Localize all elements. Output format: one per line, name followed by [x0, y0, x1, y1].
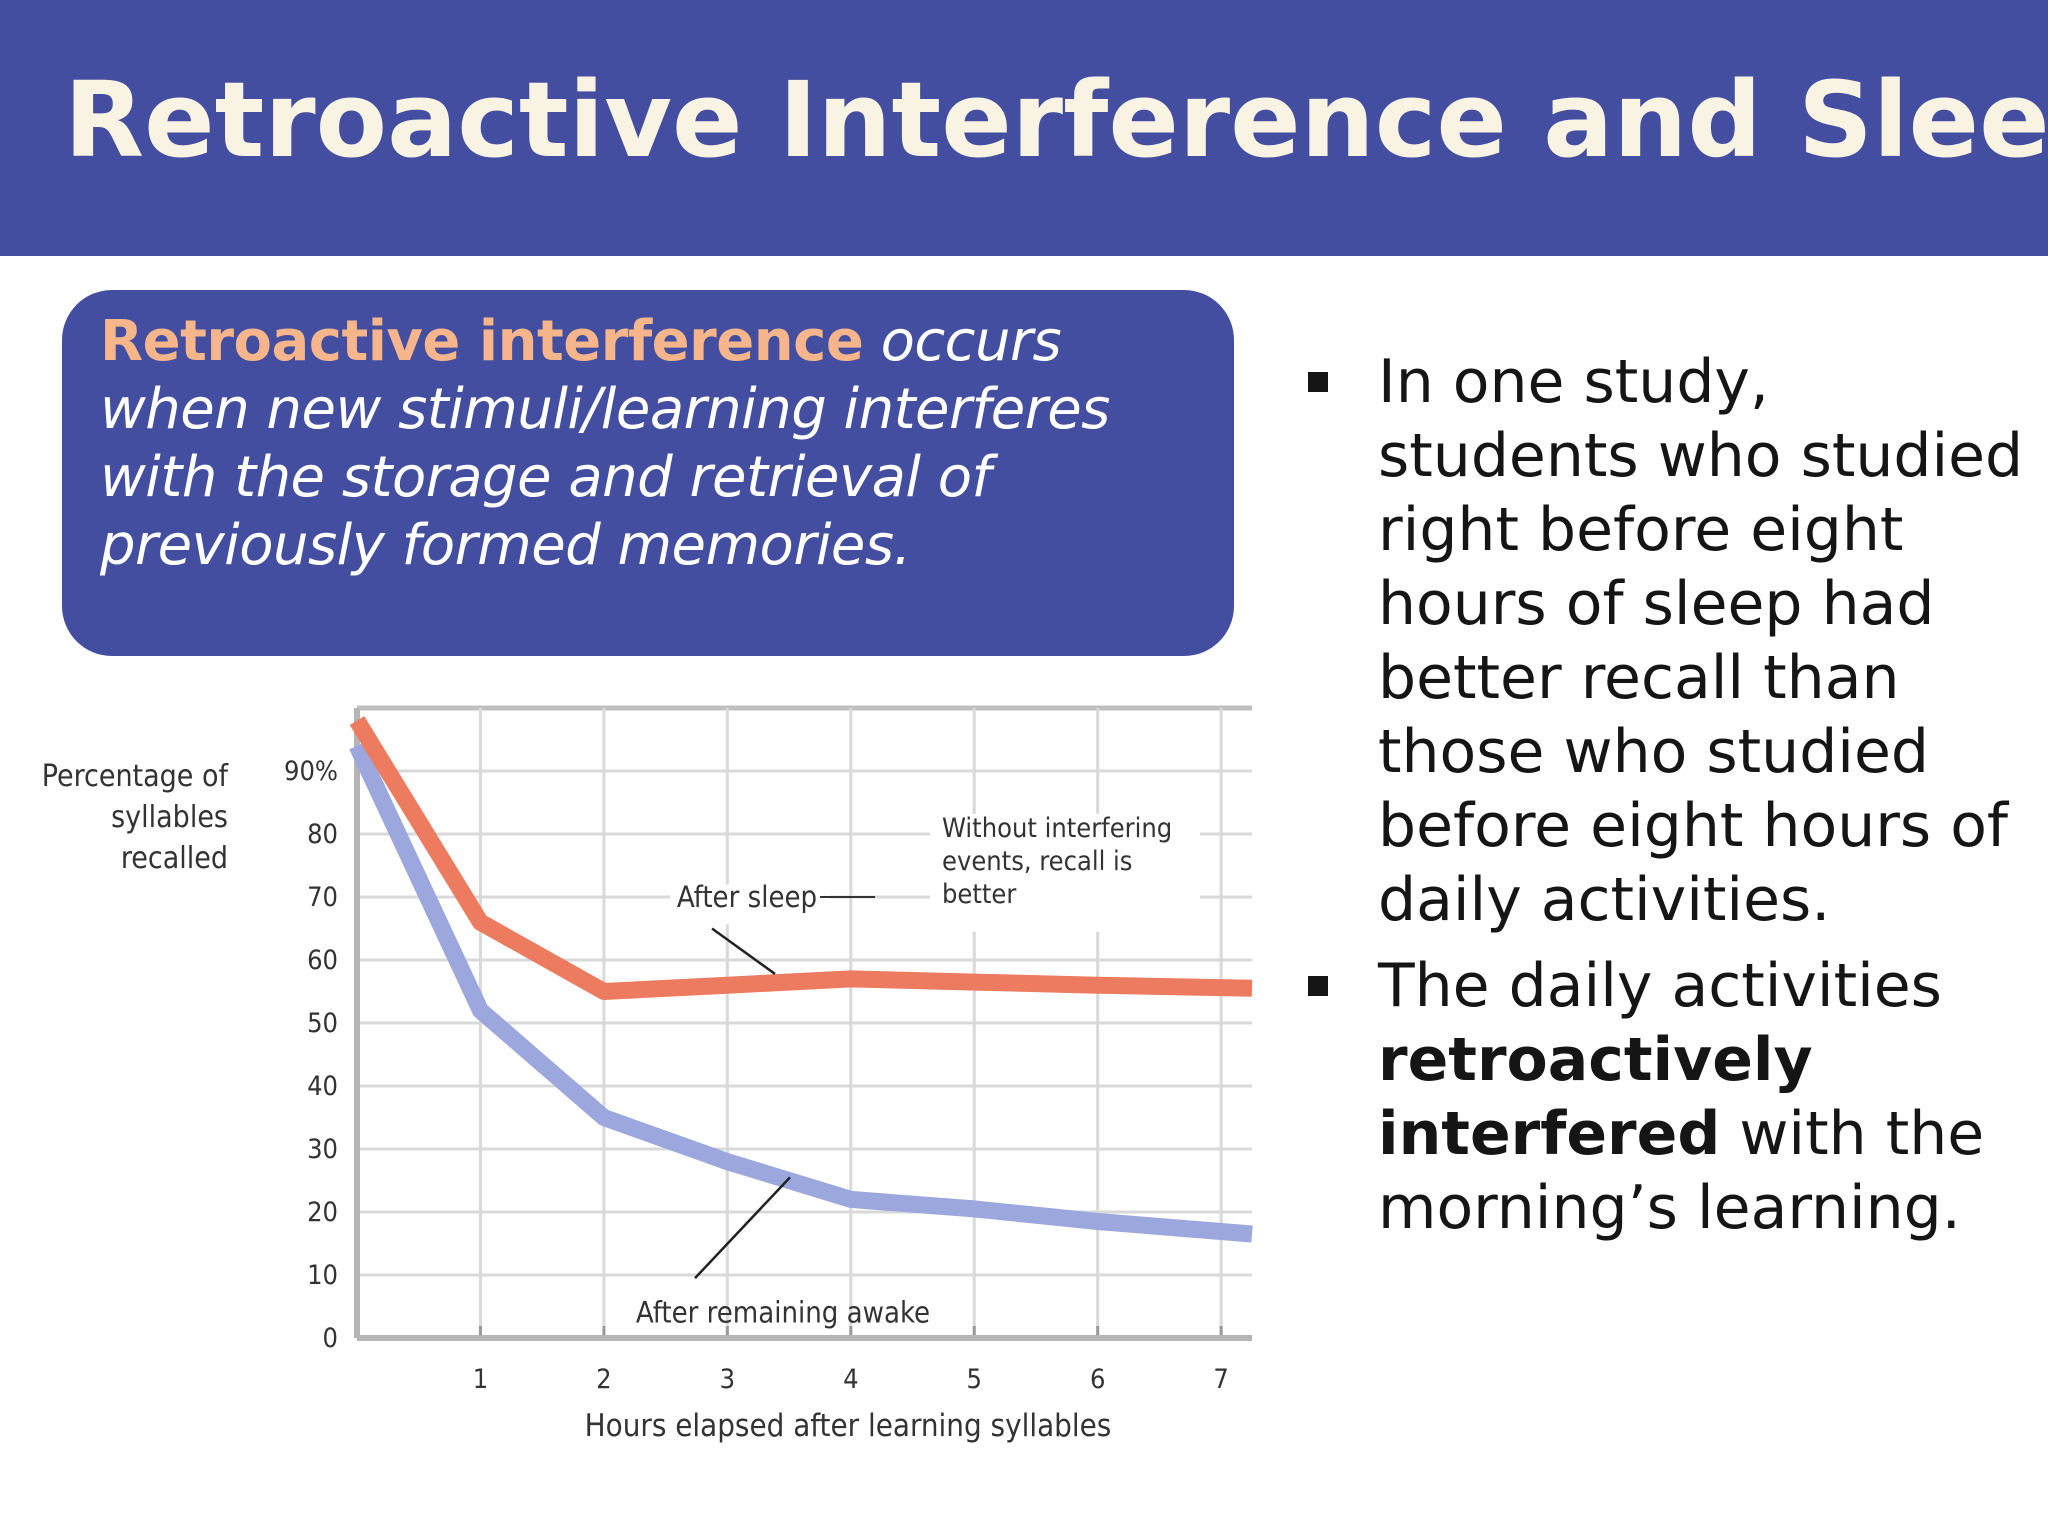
square-bullet-icon [1308, 976, 1328, 996]
y-tick-label: 80 [307, 819, 338, 850]
y-tick-label: 0 [323, 1323, 338, 1354]
y-tick-label: 70 [307, 882, 338, 913]
bullet-text: In one study, students who studied right… [1378, 347, 2024, 935]
bullet-text-bold: retroactively interfered [1378, 1025, 1813, 1169]
annotation-without-interfering-line: better [942, 879, 1016, 910]
y-tick-label: 40 [307, 1071, 338, 1102]
definition-text: Retroactive interference occurs when new… [100, 308, 1210, 580]
definition-body: occurs when new stimuli/learning interfe… [100, 309, 1110, 578]
y-axis-title-line: recalled [121, 841, 228, 876]
y-tick-label: 30 [307, 1134, 338, 1165]
bullet-text-end: with the morning’s learning. [1378, 1099, 1985, 1243]
annotation-pointer [711, 927, 776, 975]
annotation-without-interfering-line: events, recall is [942, 846, 1132, 877]
y-tick-label: 90% [284, 756, 338, 787]
y-tick-label: 60 [307, 945, 338, 976]
square-bullet-icon [1308, 372, 1328, 392]
annotation-pointer [694, 1176, 791, 1280]
annotation-after-sleep: After sleep [677, 880, 817, 914]
x-axis-title: Hours elapsed after learning syllables [585, 1408, 1112, 1444]
annotation-without-interfering-line: Without interfering [942, 813, 1172, 844]
title-bar: Retroactive Interference and Sleep [0, 0, 2048, 256]
x-tick-label: 2 [596, 1364, 611, 1395]
bullet-text-start: The daily activities [1378, 951, 1942, 1021]
annotation-bg [930, 813, 1200, 932]
series-line-after-sleep [349, 716, 1253, 1000]
x-tick-label: 6 [1090, 1364, 1105, 1395]
annotation-after-awake: After remaining awake [636, 1295, 930, 1329]
x-tick-label: 7 [1213, 1364, 1228, 1395]
bullet-item: The daily activities retroactively inter… [1300, 949, 2040, 1245]
y-tick-label: 10 [307, 1260, 338, 1291]
y-tick-label: 50 [307, 1008, 338, 1039]
y-axis-title-line: Percentage of [42, 759, 230, 794]
x-tick-label: 3 [720, 1364, 735, 1395]
bullet-list: In one study, students who studied right… [1300, 345, 2040, 1257]
x-tick-label: 4 [843, 1364, 858, 1395]
bullet-item: In one study, students who studied right… [1300, 345, 2040, 937]
slide-title: Retroactive Interference and Sleep [64, 59, 2048, 181]
annotation-bg [670, 884, 830, 925]
y-axis-title-line: syllables [111, 800, 228, 835]
x-tick-label: 5 [967, 1364, 982, 1395]
series-line-after-awake [349, 742, 1253, 1243]
definition-term: Retroactive interference [100, 309, 864, 374]
x-tick-label: 1 [473, 1364, 488, 1395]
definition-box: Retroactive interference occurs when new… [62, 290, 1234, 656]
y-tick-label: 20 [307, 1197, 338, 1228]
